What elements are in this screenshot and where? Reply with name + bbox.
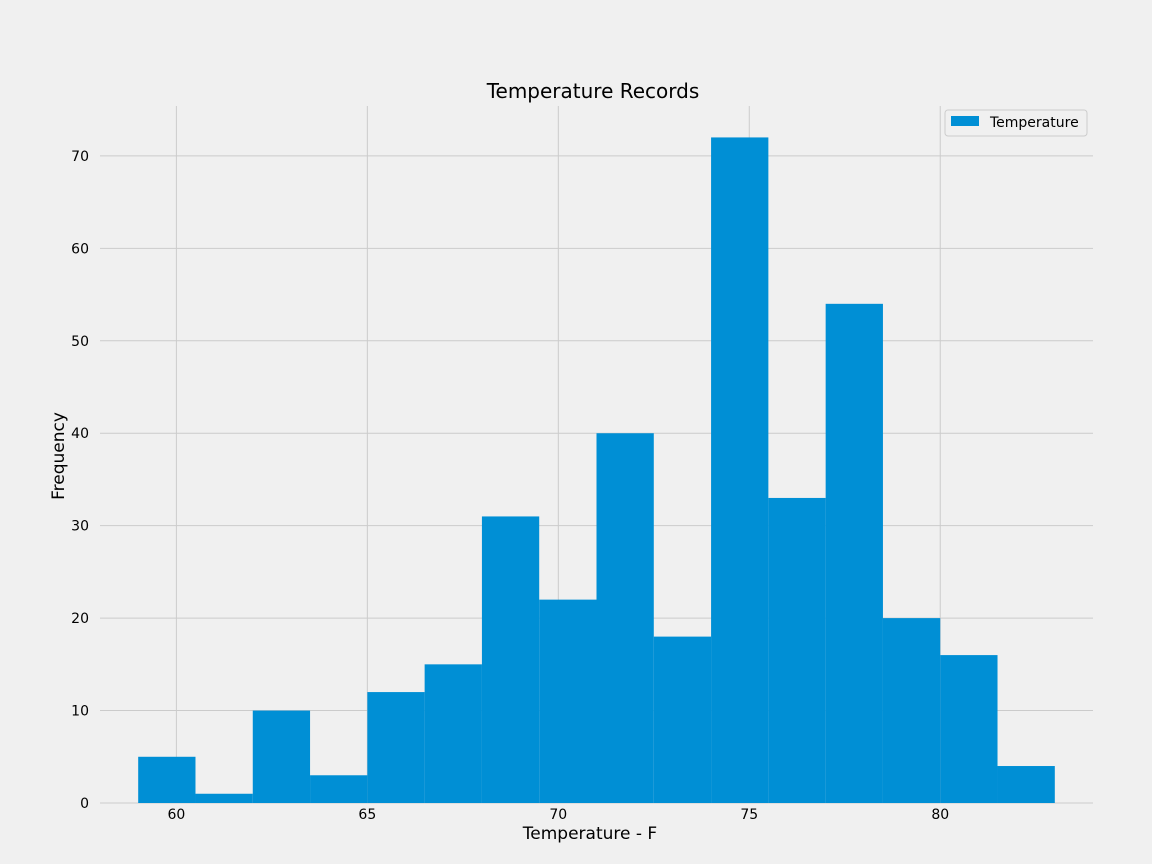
histogram-bar xyxy=(367,692,425,803)
legend-label-temperature: Temperature xyxy=(989,115,1079,131)
histogram-bar xyxy=(940,655,998,803)
histogram-bar xyxy=(596,433,654,803)
histogram-bar xyxy=(882,618,941,803)
histogram-bar xyxy=(711,137,769,804)
x-tick-label: 60 xyxy=(167,807,185,823)
histogram-bar xyxy=(997,766,1055,803)
y-tick-label: 60 xyxy=(71,241,89,257)
y-tick-label: 10 xyxy=(71,704,89,720)
legend: Temperature xyxy=(944,109,1088,137)
y-tick-label: 0 xyxy=(80,796,89,812)
x-tick-label: 80 xyxy=(931,807,949,823)
tick-labels: 60 65 70 75 80 0 10 20 30 40 50 60 70 xyxy=(71,149,949,823)
x-tick-label: 75 xyxy=(740,807,758,823)
legend-swatch-temperature xyxy=(951,116,979,126)
histogram-bar xyxy=(138,756,196,803)
y-tick-label: 30 xyxy=(71,519,89,535)
histogram-bar xyxy=(424,664,482,803)
x-tick-label: 65 xyxy=(358,807,376,823)
y-tick-label: 70 xyxy=(71,149,89,165)
x-axis-label: Temperature - F xyxy=(522,824,657,844)
y-axis-label: Frequency xyxy=(49,412,69,500)
histogram-bar xyxy=(195,793,253,803)
y-tick-label: 40 xyxy=(71,426,89,442)
histogram-bar xyxy=(310,775,368,803)
chart-title: Temperature Records xyxy=(486,79,700,103)
histogram-bar xyxy=(768,497,826,803)
legend-box xyxy=(944,109,1088,137)
histogram-bar xyxy=(539,599,597,803)
histogram-bar xyxy=(653,636,712,803)
histogram-bar xyxy=(481,516,540,803)
y-tick-label: 20 xyxy=(71,611,89,627)
x-tick-label: 70 xyxy=(549,807,567,823)
y-tick-label: 50 xyxy=(71,334,89,350)
histogram-bar xyxy=(252,710,311,803)
histogram-bar xyxy=(825,303,883,803)
bars xyxy=(138,137,1055,804)
